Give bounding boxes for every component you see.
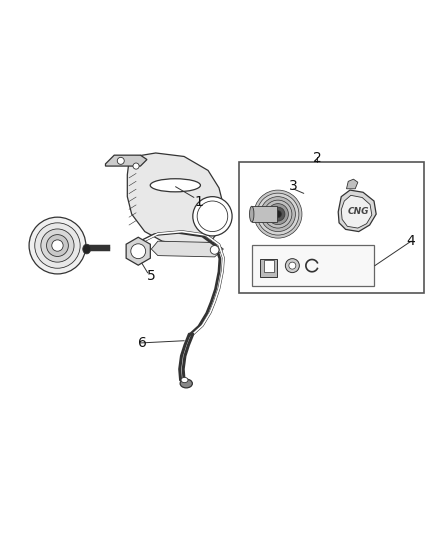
Bar [239, 161, 424, 293]
Circle shape [289, 262, 296, 269]
Bar [252, 245, 374, 286]
Bar [252, 206, 277, 222]
Circle shape [271, 207, 285, 221]
Text: 5: 5 [147, 269, 155, 283]
Polygon shape [341, 195, 372, 228]
Ellipse shape [83, 244, 91, 254]
Circle shape [52, 240, 63, 251]
Polygon shape [127, 153, 223, 245]
Text: 3: 3 [289, 179, 297, 193]
Circle shape [29, 217, 86, 274]
Bar [260, 259, 277, 277]
Circle shape [41, 229, 74, 262]
Circle shape [286, 259, 299, 272]
Circle shape [117, 157, 124, 164]
Polygon shape [151, 241, 223, 257]
Polygon shape [126, 237, 150, 265]
Circle shape [193, 197, 232, 236]
Polygon shape [338, 190, 376, 231]
Circle shape [133, 163, 139, 169]
Circle shape [35, 223, 80, 268]
Text: 2: 2 [313, 151, 321, 165]
Circle shape [254, 190, 302, 238]
Circle shape [131, 244, 146, 259]
Ellipse shape [181, 377, 188, 383]
Ellipse shape [150, 179, 201, 192]
Circle shape [257, 193, 299, 235]
Circle shape [268, 204, 288, 224]
Circle shape [261, 197, 295, 231]
Text: 1: 1 [195, 195, 204, 209]
Circle shape [46, 235, 68, 256]
Polygon shape [106, 155, 147, 166]
Text: 6: 6 [138, 336, 147, 350]
Circle shape [275, 211, 282, 217]
Polygon shape [346, 179, 358, 189]
Circle shape [264, 200, 292, 228]
Text: CNG: CNG [348, 207, 370, 216]
Circle shape [210, 246, 219, 254]
Ellipse shape [250, 206, 254, 222]
Bar [264, 260, 274, 272]
Ellipse shape [180, 379, 192, 388]
Text: 4: 4 [407, 234, 416, 248]
